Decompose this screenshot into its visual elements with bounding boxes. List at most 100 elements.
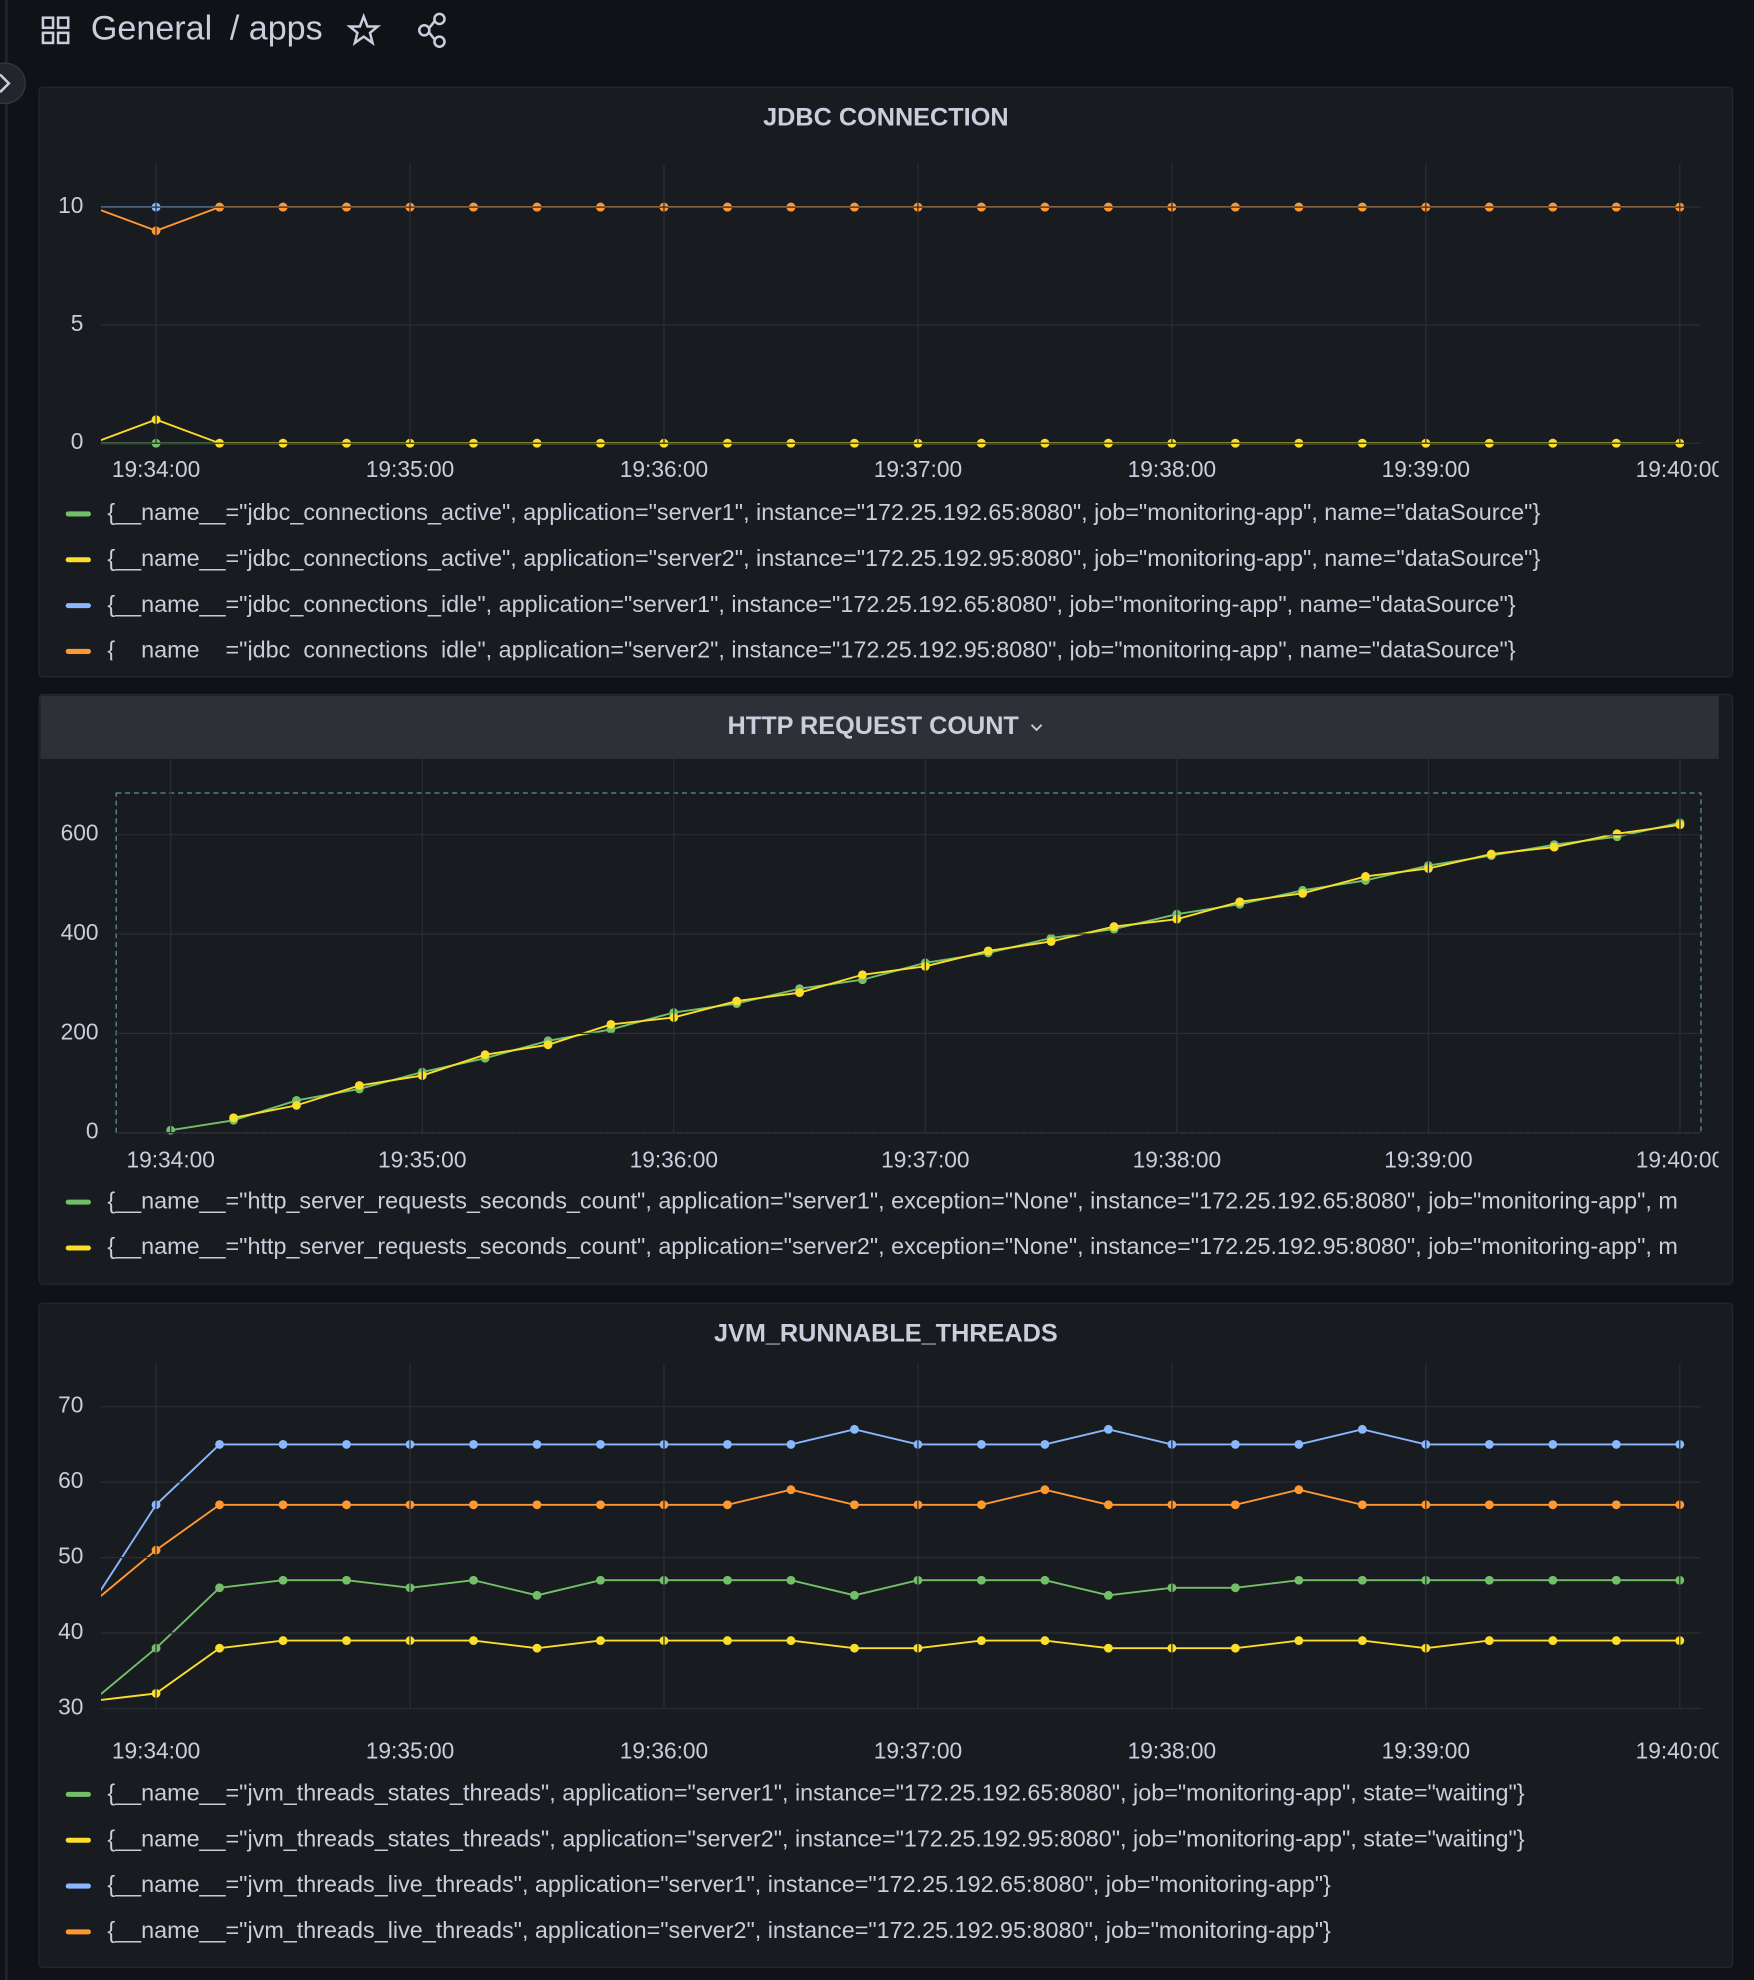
x-tick-label: 19:34:00 (112, 456, 200, 482)
legend-label: {__name__="jvm_threads_live_threads", ap… (107, 1917, 1331, 1943)
y-tick-label: 0 (71, 428, 84, 454)
data-point (215, 1643, 224, 1653)
data-point (1294, 1575, 1304, 1585)
data-point (469, 1440, 478, 1449)
data-point (1230, 1643, 1240, 1653)
data-point (850, 1500, 859, 1510)
data-point (1357, 1575, 1367, 1585)
x-tick-label: 19:34:00 (126, 1147, 214, 1173)
sidebar-toggle[interactable] (0, 62, 26, 105)
x-tick-label: 19:40:00 (1636, 1738, 1724, 1764)
data-point (1484, 1500, 1494, 1510)
data-point (976, 1636, 986, 1646)
legend-label: {__name__="jdbc_connections_idle", appli… (107, 637, 1515, 663)
y-tick-label: 5 (71, 310, 84, 336)
data-point (532, 1500, 542, 1510)
data-point (480, 1050, 490, 1060)
data-point (786, 1440, 796, 1449)
y-tick-label: 200 (61, 1018, 99, 1044)
data-point (278, 1575, 288, 1585)
x-tick-label: 19:39:00 (1382, 456, 1470, 482)
x-tick-label: 19:40:00 (1636, 1147, 1724, 1173)
legend-swatch (65, 1199, 91, 1205)
legend-swatch (65, 1791, 91, 1797)
x-tick-label: 19:38:00 (1128, 456, 1216, 482)
x-tick-label: 19:35:00 (366, 1738, 454, 1764)
data-point (215, 1583, 224, 1593)
panel-menu-chevron[interactable] (1030, 724, 1043, 732)
legend-label: {__name__="jdbc_connections_active", app… (107, 545, 1540, 571)
data-point (850, 1643, 859, 1653)
data-point (1548, 1500, 1558, 1510)
data-point (1040, 1440, 1050, 1449)
data-point (596, 1636, 605, 1646)
legend-label: {__name__="jvm_threads_states_threads", … (107, 1780, 1524, 1806)
x-tick-label: 19:37:00 (874, 1738, 962, 1764)
data-point (850, 1424, 859, 1434)
data-point (543, 1040, 553, 1050)
y-tick-label: 600 (61, 820, 99, 846)
star-button[interactable] (346, 12, 382, 46)
legend-label: {__name__="jvm_threads_live_threads", ap… (107, 1871, 1331, 1897)
data-point (1611, 1500, 1621, 1510)
y-tick-label: 30 (58, 1694, 83, 1720)
legend-label: {__name__="jdbc_connections_idle", appli… (107, 591, 1515, 617)
data-point (606, 1020, 616, 1029)
y-tick-label: 70 (58, 1392, 83, 1418)
data-point (1298, 888, 1308, 898)
x-tick-label: 19:39:00 (1384, 1147, 1472, 1173)
panel-content: HTTP REQUEST COUNT 0 200 400 600 19:34:00 19:3… (40, 695, 1724, 1259)
data-point (278, 1500, 288, 1510)
legend-label: {__name__="jdbc_connections_active", app… (107, 499, 1540, 525)
series-line (101, 1639, 1680, 1701)
legend-swatch (65, 1929, 91, 1935)
data-point (278, 1636, 288, 1646)
data-point (342, 1440, 351, 1449)
plot-area (101, 1424, 1685, 1701)
x-tick-label: 19:37:00 (881, 1147, 969, 1173)
data-point (1611, 1440, 1621, 1449)
data-point (596, 1440, 605, 1449)
panel (38, 86, 1734, 678)
x-tick-label: 19:40:00 (1636, 456, 1724, 482)
data-point (1484, 1636, 1494, 1646)
data-point (1357, 1500, 1367, 1510)
x-tick-label: 19:36:00 (620, 1738, 708, 1764)
data-point (1612, 829, 1622, 839)
data-point (469, 1575, 478, 1585)
data-point (1294, 1636, 1304, 1646)
data-point (1040, 1636, 1050, 1646)
dashboard-name[interactable]: / apps (230, 9, 323, 47)
data-point (1230, 1583, 1240, 1593)
data-point (850, 1590, 859, 1600)
panel (38, 693, 1734, 1285)
data-point (732, 996, 742, 1006)
data-point (1103, 1590, 1113, 1600)
legend-swatch (65, 557, 91, 563)
dashboards-icon[interactable] (41, 16, 70, 45)
data-point (278, 1440, 288, 1449)
panel-title: JVM_RUNNABLE_THREADS (714, 1319, 1058, 1347)
y-tick-label: 400 (61, 919, 99, 945)
data-point (532, 1643, 542, 1653)
x-tick-label: 19:37:00 (874, 456, 962, 482)
data-point (976, 1440, 986, 1449)
x-tick-label: 19:39:00 (1382, 1738, 1470, 1764)
data-point (1484, 1575, 1494, 1585)
data-point (1103, 1500, 1113, 1510)
data-point (723, 1440, 732, 1449)
folder-link[interactable]: General (91, 9, 212, 47)
data-point (786, 1485, 796, 1495)
panel-content: JVM_RUNNABLE_THREADS 30 40 50 60 70 19:34:00 19… (58, 1319, 1724, 1943)
share-button[interactable] (417, 12, 446, 48)
data-point (1611, 1575, 1621, 1585)
data-point (976, 1500, 986, 1510)
panel-content: JDBC CONNECTION 0 5 10 19:34:00 19:35:00 19:36… (58, 103, 1724, 663)
panel-header (40, 695, 1719, 759)
series-line (101, 1488, 1680, 1598)
legend-swatch (65, 1883, 91, 1889)
data-point (1361, 872, 1370, 881)
data-point (342, 1575, 351, 1585)
data-point (342, 1636, 351, 1646)
